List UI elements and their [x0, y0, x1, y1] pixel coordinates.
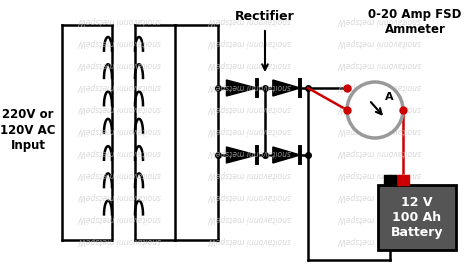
Text: snoitavonni metspeW: snoitavonni metspeW [209, 213, 292, 222]
Text: snoitavonni metspeW: snoitavonni metspeW [338, 125, 421, 135]
Text: 12 V
100 Ah
Battery: 12 V 100 Ah Battery [391, 196, 443, 239]
Text: snoitavonni metspeW: snoitavonni metspeW [209, 38, 292, 47]
FancyBboxPatch shape [378, 185, 456, 250]
Text: snoitavonni metspeW: snoitavonni metspeW [209, 59, 292, 68]
Text: snoitavonni metspeW: snoitavonni metspeW [79, 81, 162, 90]
Text: snoitavonni metspeW: snoitavonni metspeW [209, 104, 292, 113]
Polygon shape [273, 80, 300, 96]
Text: snoitavonni metspeW: snoitavonni metspeW [79, 192, 162, 201]
Text: snoitavonni metspeW: snoitavonni metspeW [209, 192, 292, 201]
Text: Rectifier: Rectifier [235, 10, 295, 23]
Text: snoitavonni metspeW: snoitavonni metspeW [338, 104, 421, 113]
Text: snoitavonni metspeW: snoitavonni metspeW [338, 147, 421, 156]
Text: snoitavonni metspeW: snoitavonni metspeW [79, 59, 162, 68]
Text: snoitavonni metspeW: snoitavonni metspeW [209, 147, 292, 156]
Bar [397, 175, 409, 185]
Text: snoitavonni metspeW: snoitavonni metspeW [79, 213, 162, 222]
Text: snoitavonni metspeW: snoitavonni metspeW [338, 235, 421, 244]
Text: snoitavonni metspeW: snoitavonni metspeW [209, 81, 292, 90]
Text: snoitavonni metspeW: snoitavonni metspeW [338, 170, 421, 178]
Text: snoitavonni metspeW: snoitavonni metspeW [79, 16, 162, 24]
Text: snoitavonni metspeW: snoitavonni metspeW [338, 16, 421, 24]
Text: snoitavonni metspeW: snoitavonni metspeW [79, 125, 162, 135]
Text: snoitavonni metspeW: snoitavonni metspeW [338, 81, 421, 90]
Text: snoitavonni metspeW: snoitavonni metspeW [338, 59, 421, 68]
Text: A: A [385, 92, 393, 102]
Text: snoitavonni metspeW: snoitavonni metspeW [79, 147, 162, 156]
Polygon shape [227, 147, 256, 163]
Text: snoitavonni metspeW: snoitavonni metspeW [79, 235, 162, 244]
Text: snoitavonni metspeW: snoitavonni metspeW [79, 170, 162, 178]
Text: snoitavonni metspeW: snoitavonni metspeW [209, 16, 292, 24]
Text: snoitavonni metspeW: snoitavonni metspeW [338, 38, 421, 47]
Polygon shape [273, 147, 300, 163]
Text: snoitavonni metspeW: snoitavonni metspeW [209, 235, 292, 244]
Text: 220V or
120V AC
Input: 220V or 120V AC Input [0, 109, 56, 152]
Bar [384, 175, 396, 185]
Text: snoitavonni metspeW: snoitavonni metspeW [338, 192, 421, 201]
Text: snoitavonni metspeW: snoitavonni metspeW [209, 170, 292, 178]
Text: 0-20 Amp FSD
Ammeter: 0-20 Amp FSD Ammeter [368, 8, 462, 36]
Circle shape [347, 82, 403, 138]
Text: snoitavonni metspeW: snoitavonni metspeW [79, 38, 162, 47]
Polygon shape [227, 80, 256, 96]
Text: snoitavonni metspeW: snoitavonni metspeW [209, 125, 292, 135]
Text: snoitavonni metspeW: snoitavonni metspeW [338, 213, 421, 222]
Text: snoitavonni metspeW: snoitavonni metspeW [79, 104, 162, 113]
